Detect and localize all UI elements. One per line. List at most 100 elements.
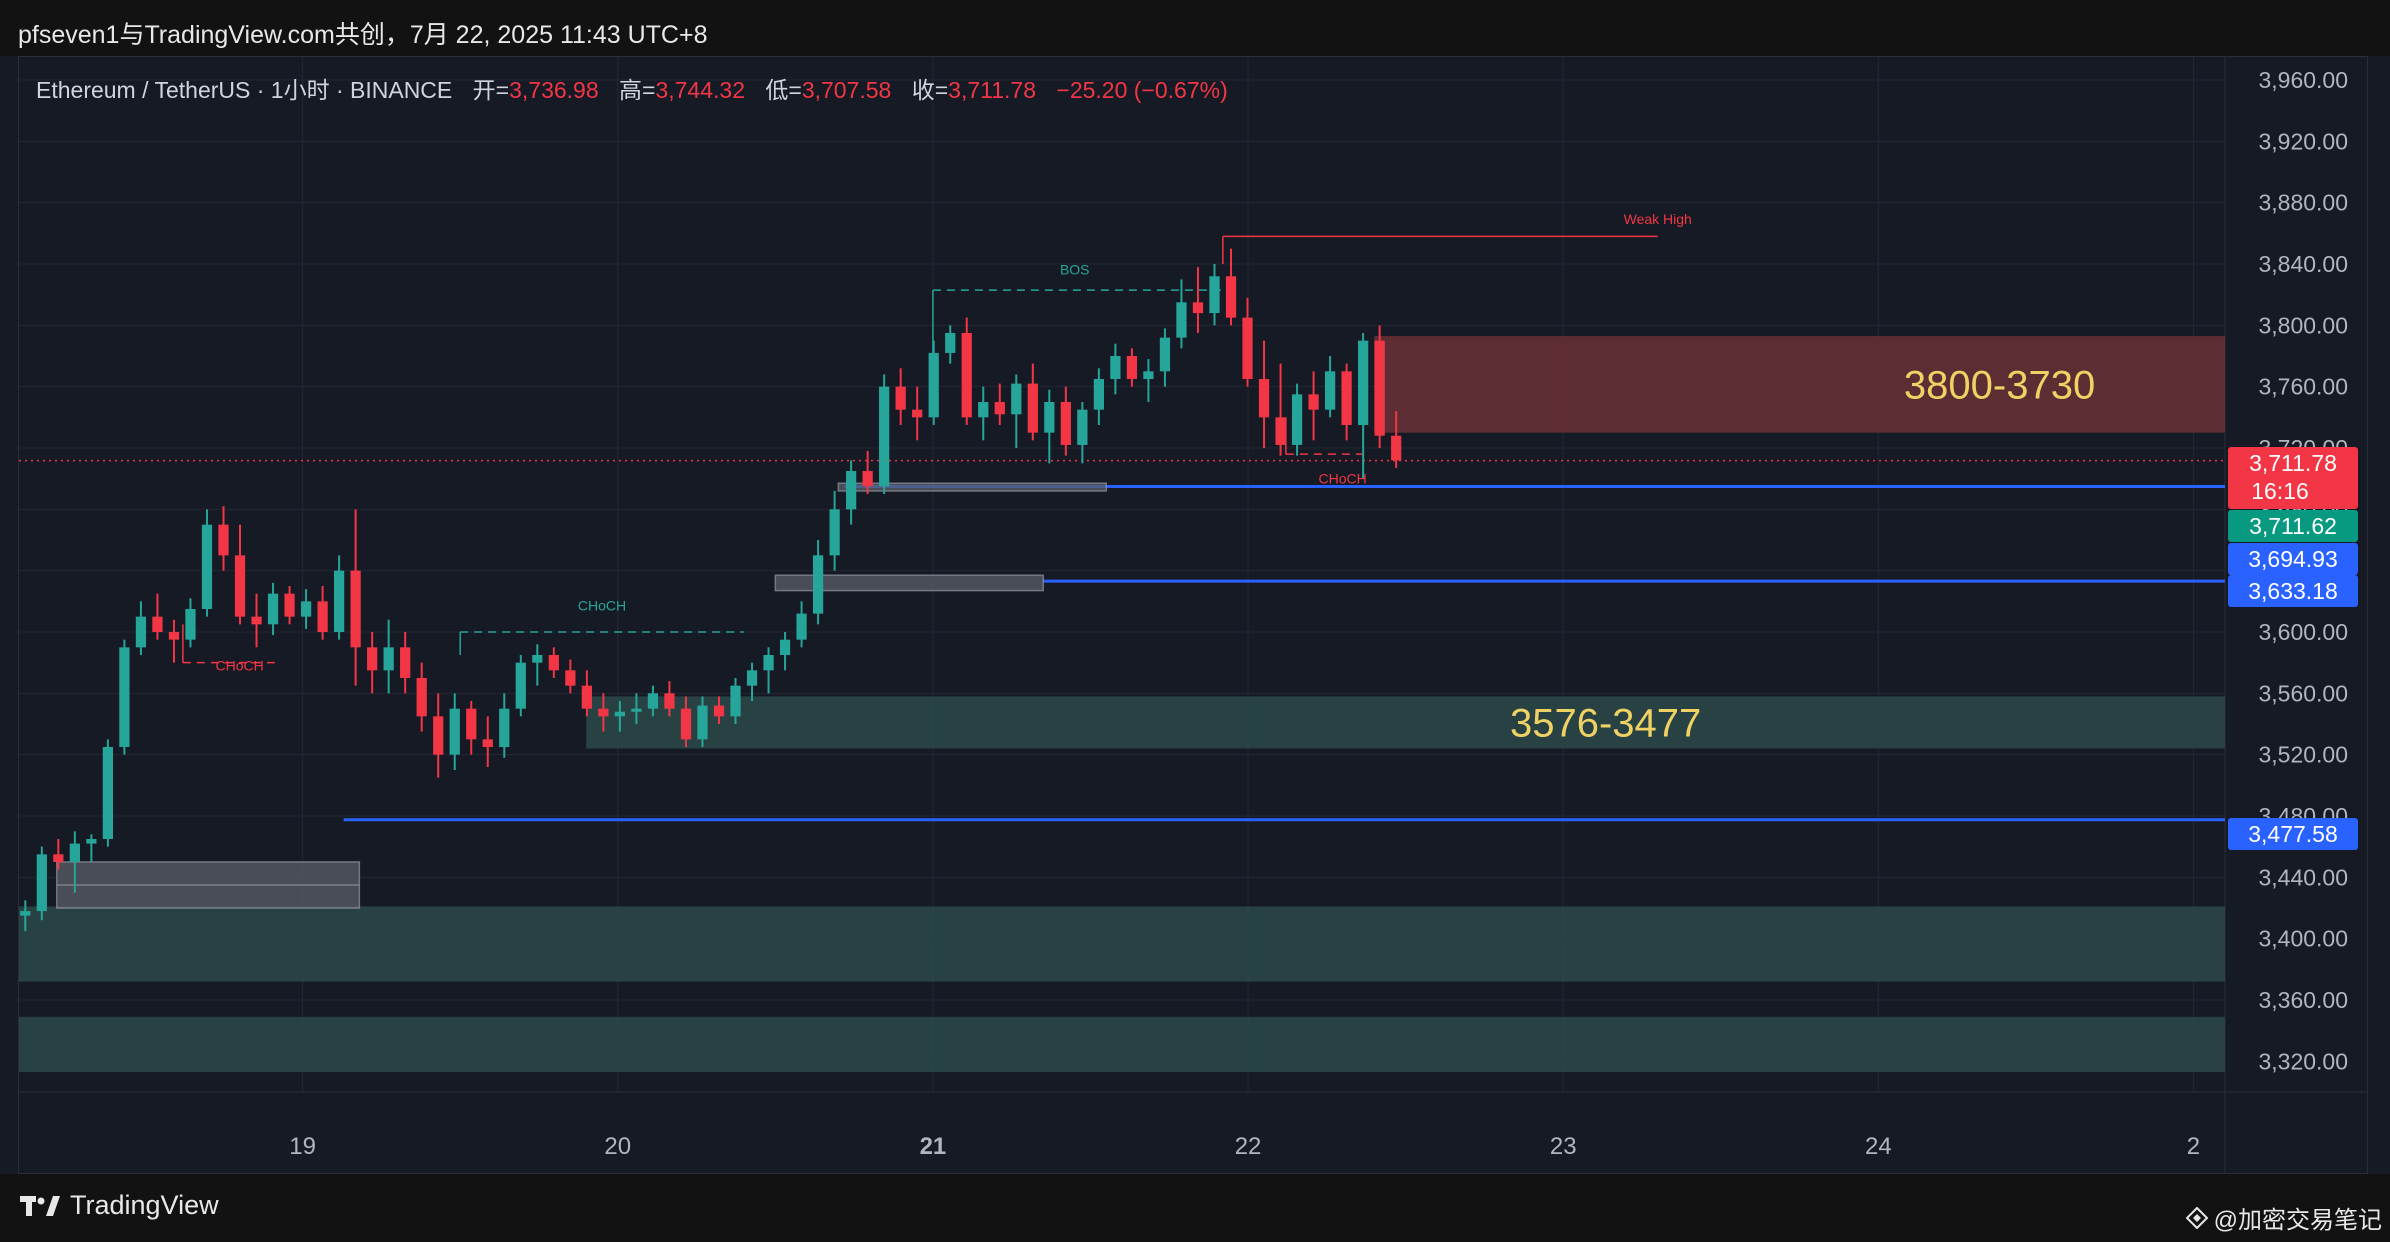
candle-body: [879, 386, 890, 487]
candle-body: [581, 685, 592, 709]
candle-body: [449, 708, 460, 755]
candle-body: [1077, 409, 1088, 445]
price-tick-label: 3,760.00: [2258, 374, 2348, 400]
chart-frame: [18, 56, 2368, 1174]
candle-body: [499, 708, 510, 747]
candle-body: [218, 524, 229, 556]
watermark: @加密交易笔记: [2185, 1200, 2382, 1235]
candle-body: [185, 609, 196, 640]
price-tag-bg: [2228, 510, 2358, 542]
annotation-label: CHoCH: [215, 657, 263, 673]
candle-body: [945, 333, 956, 353]
price-tick-label: 3,800.00: [2258, 312, 2348, 338]
candle-body: [1358, 340, 1369, 425]
candle-body: [978, 402, 989, 418]
order-block: [774, 574, 1044, 592]
price-tag-label: 3,694.93: [2248, 546, 2338, 572]
candle-body: [1374, 340, 1385, 436]
zone-red: [1374, 336, 2225, 433]
binance-diamond-icon: [2185, 1206, 2208, 1229]
open-value: 3,736.98: [509, 77, 599, 103]
annotation-label: Weak High: [1624, 211, 1692, 227]
candle-body: [251, 616, 262, 625]
low-label: 低=: [765, 77, 802, 103]
candle-body: [631, 708, 642, 712]
high-value: 3,744.32: [655, 77, 745, 103]
time-tick-label: 21: [920, 1133, 947, 1160]
candle-body: [829, 509, 840, 556]
change-value: −25.20 (−0.67%): [1056, 77, 1228, 103]
candle-body: [1225, 276, 1237, 318]
zone-teal: [586, 696, 2226, 749]
price-tag-label: 3,711.62: [2249, 513, 2337, 539]
candle-body: [647, 693, 659, 709]
candle-body: [482, 739, 493, 747]
price-tag-bg: [2228, 575, 2358, 607]
time-tick-label: 24: [1865, 1133, 1892, 1160]
candle-body: [1110, 356, 1121, 379]
price-tick-label: 3,600.00: [2258, 619, 2348, 645]
candle-body: [234, 555, 246, 617]
candle-body: [697, 705, 708, 740]
candle-body: [1126, 356, 1138, 379]
candle-body: [317, 601, 328, 632]
price-tag-label: 3,711.78: [2249, 450, 2337, 476]
candle-body: [515, 662, 526, 709]
candle-body: [680, 708, 692, 740]
candle-body: [994, 402, 1005, 415]
price-tick-label: 3,840.00: [2258, 251, 2348, 277]
price-tag-label: 3,633.18: [2248, 578, 2338, 604]
price-tag-bg: [2228, 543, 2358, 575]
candle-body: [466, 708, 477, 740]
candle-body: [1391, 435, 1402, 461]
ohlc-legend: Ethereum / TetherUS · 1小时 · BINANCE 开=3,…: [36, 71, 1228, 105]
low-value: 3,707.58: [801, 77, 892, 103]
tradingview-logo-icon: [20, 1195, 60, 1216]
candle-body: [565, 670, 576, 686]
watermark-text: @加密交易笔记: [2213, 1207, 2382, 1234]
price-tick-label: 3,320.00: [2258, 1048, 2348, 1074]
symbol-info[interactable]: Ethereum / TetherUS · 1小时 · BINANCE: [36, 77, 453, 103]
candle-body: [1060, 402, 1071, 445]
close-label: 收=: [911, 77, 949, 103]
candle-body: [1192, 302, 1204, 314]
candle-body: [333, 570, 345, 632]
candle-body: [532, 655, 543, 663]
tradingview-logo[interactable]: TradingView: [20, 1190, 219, 1221]
candle-body: [1143, 371, 1154, 379]
candle-body: [730, 685, 741, 717]
candle-body: [1027, 383, 1038, 433]
chart-svg[interactable]: 3800-3730 3576-3477 Weak High BOS CHoCH CHoC…: [0, 0, 2390, 1174]
candle-body: [135, 616, 147, 648]
price-tick-label: 3,520.00: [2258, 742, 2348, 768]
candle-body: [912, 409, 923, 418]
price-tick-label: 3,400.00: [2258, 926, 2348, 952]
candle-body: [400, 647, 411, 678]
candle-body: [367, 647, 378, 671]
candle-body: [961, 333, 972, 418]
candle-body: [1341, 371, 1352, 425]
candle-body: [1258, 379, 1270, 418]
annotation-label: BOS: [1060, 262, 1090, 278]
candle-body: [1291, 394, 1303, 445]
candle-body: [713, 705, 725, 717]
candle-body: [746, 670, 758, 686]
candle-body: [862, 471, 873, 487]
candle-body: [796, 613, 807, 640]
candle-body: [895, 386, 906, 410]
close-value: 3,711.78: [948, 77, 1036, 103]
top-bar: pfseven1与TradingView.com共创，7月 22, 2025 1…: [0, 0, 2390, 56]
candle-body: [1093, 379, 1104, 410]
candle-body: [36, 854, 47, 912]
price-tag-countdown: 16:16: [2251, 478, 2309, 504]
candle-body: [664, 693, 675, 709]
brand-name: TradingView: [70, 1190, 219, 1220]
price-tick-label: 3,360.00: [2258, 987, 2348, 1013]
candle-body: [1209, 276, 1220, 314]
candle-body: [433, 716, 444, 755]
candle-body: [1176, 302, 1187, 338]
time-tick-label: 2: [2187, 1133, 2200, 1160]
structure-lines: [19, 235, 2225, 909]
time-tick-label: 22: [1235, 1133, 1262, 1160]
